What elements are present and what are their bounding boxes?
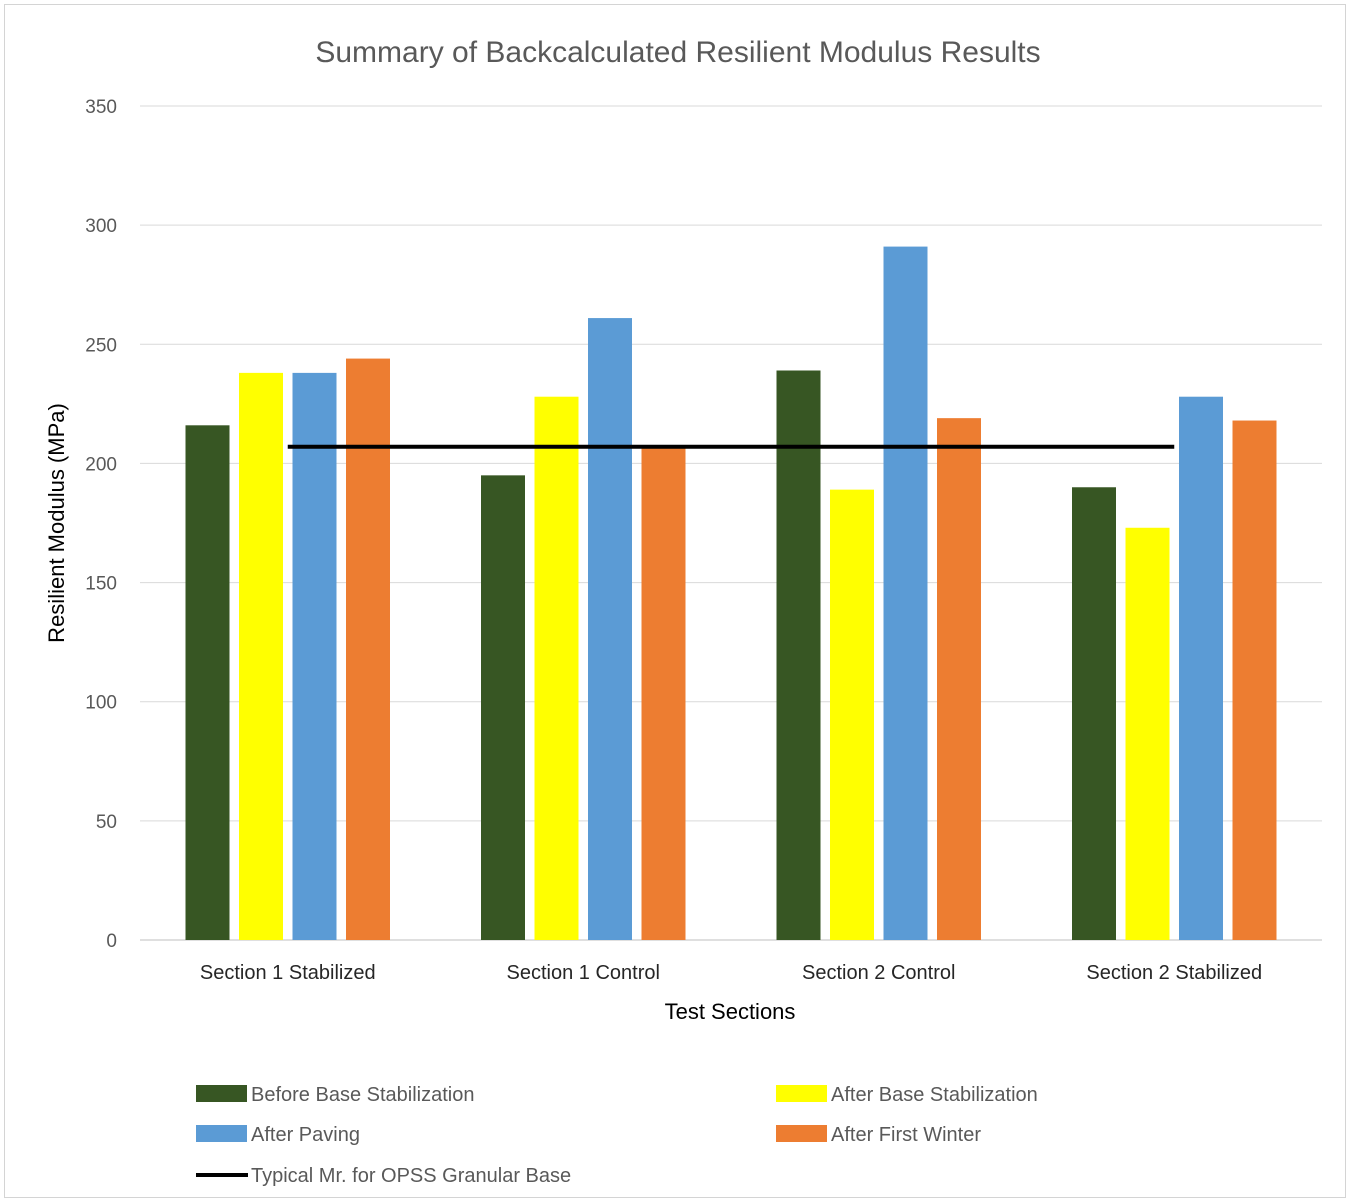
bar bbox=[776, 370, 821, 940]
bar bbox=[1072, 487, 1116, 940]
y-tick-label: 0 bbox=[106, 931, 117, 952]
legend-swatch bbox=[776, 1085, 827, 1102]
y-tick-label: 350 bbox=[85, 97, 117, 118]
bar bbox=[239, 372, 283, 940]
legend-label: After Paving bbox=[251, 1124, 360, 1146]
x-axis-title: Test Sections bbox=[665, 999, 796, 1024]
bar bbox=[830, 489, 874, 940]
x-category-label: Section 2 Stabilized bbox=[1086, 962, 1262, 984]
bar bbox=[883, 246, 928, 941]
x-category-label: Section 2 Control bbox=[802, 962, 955, 984]
bar bbox=[185, 425, 230, 940]
y-axis-ticks: 0 50 100 150 200 250 300 350 bbox=[85, 97, 117, 952]
y-axis-title: Resilient Modulus (MPa) bbox=[44, 403, 69, 643]
y-tick-label: 200 bbox=[85, 454, 117, 475]
gridlines bbox=[140, 105, 1322, 941]
bar bbox=[1232, 420, 1277, 941]
y-tick-label: 250 bbox=[85, 335, 117, 356]
legend-label: Typical Mr. for OPSS Granular Base bbox=[251, 1165, 571, 1187]
y-tick-label: 50 bbox=[96, 812, 117, 833]
bar bbox=[346, 358, 390, 940]
legend: Before Base Stabilization After Base Stab… bbox=[196, 1084, 1038, 1187]
bar bbox=[481, 475, 525, 940]
legend-label: After Base Stabilization bbox=[831, 1084, 1038, 1106]
bar bbox=[1125, 527, 1170, 940]
legend-swatch bbox=[776, 1125, 827, 1142]
legend-swatch bbox=[196, 1125, 247, 1142]
y-tick-label: 300 bbox=[85, 216, 117, 237]
y-tick-label: 150 bbox=[85, 574, 117, 595]
chart-title: Summary of Backcalculated Resilient Modu… bbox=[315, 36, 1040, 69]
x-category-label: Section 1 Control bbox=[507, 962, 660, 984]
x-category-label: Section 1 Stabilized bbox=[200, 962, 376, 984]
y-tick-label: 100 bbox=[85, 693, 117, 714]
legend-label: After First Winter bbox=[831, 1124, 981, 1146]
legend-label: Before Base Stabilization bbox=[251, 1084, 474, 1106]
x-axis-categories: Section 1 Stabilized Section 1 Control Sec… bbox=[200, 962, 1262, 984]
legend-swatch bbox=[196, 1085, 247, 1102]
bar bbox=[937, 418, 981, 940]
bar bbox=[292, 372, 337, 940]
bars bbox=[185, 246, 1277, 941]
bar bbox=[1179, 396, 1223, 940]
bar bbox=[641, 446, 686, 940]
bar bbox=[534, 396, 579, 940]
bar bbox=[588, 318, 632, 940]
